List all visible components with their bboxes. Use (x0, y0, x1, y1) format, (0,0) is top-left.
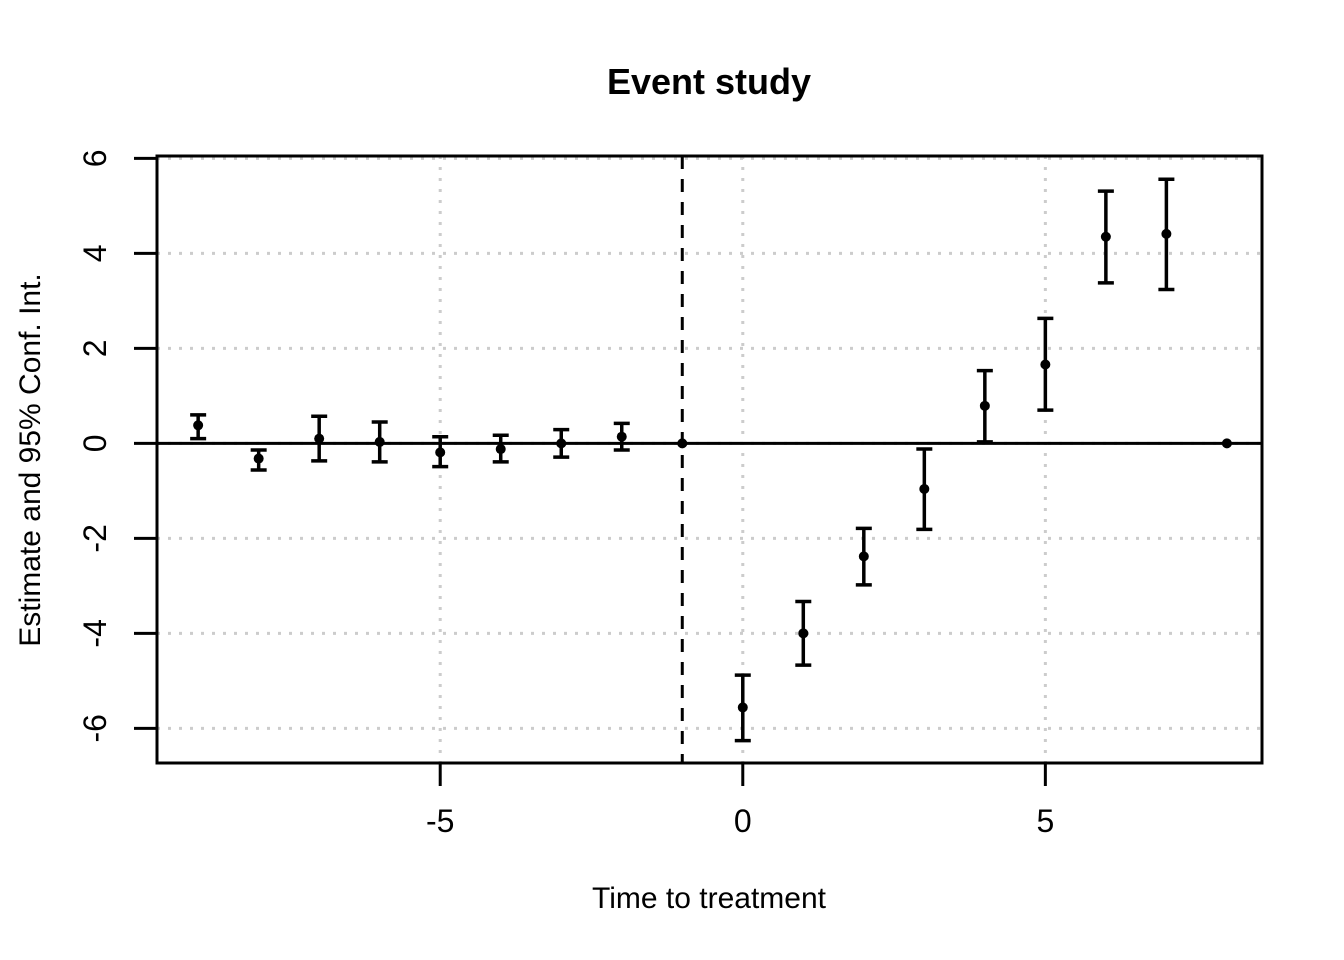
data-point (919, 483, 930, 494)
data-point (979, 400, 990, 411)
x-tick-label: 5 (1036, 803, 1054, 839)
data-point (495, 444, 506, 455)
data-point (193, 420, 204, 431)
y-tick-label: 6 (77, 149, 113, 167)
data-point (314, 433, 325, 444)
plot-border (155, 154, 1264, 765)
data-point (737, 702, 748, 713)
y-tick-label: 2 (77, 339, 113, 357)
chart-title: Event study (607, 61, 811, 102)
data-point (435, 447, 446, 458)
tick-labels: -5 0 5 -6 -4 -2 0 2 4 6 (77, 149, 1054, 839)
data-point (677, 438, 688, 449)
data-point (556, 438, 567, 449)
y-tick-label: -4 (77, 619, 113, 647)
data-point (1221, 438, 1232, 449)
x-tick-label: 0 (734, 803, 752, 839)
y-axis-label: Estimate and 95% Conf. Int. (14, 273, 47, 647)
data-point (1100, 231, 1111, 242)
data-point (616, 431, 627, 442)
axis-ticks (134, 156, 1047, 786)
data-point (858, 551, 869, 562)
x-axis-label: Time to treatment (592, 882, 827, 915)
data-points (193, 228, 1232, 713)
y-tick-label: 0 (77, 434, 113, 452)
y-tick-label: -6 (77, 714, 113, 742)
data-point (1040, 359, 1051, 370)
data-point (798, 628, 809, 639)
y-tick-label: -2 (77, 524, 113, 552)
data-point (374, 436, 385, 447)
y-tick-label: 4 (77, 244, 113, 262)
data-point (253, 453, 264, 464)
x-tick-label: -5 (426, 803, 454, 839)
data-point (1161, 228, 1172, 239)
